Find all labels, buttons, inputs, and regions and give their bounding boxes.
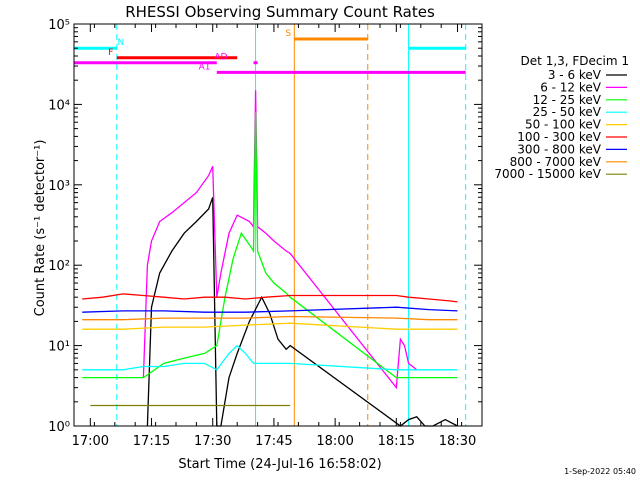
series-line-0 [146, 197, 458, 427]
x-axis-label: Start Time (24-Jul-16 16:58:02) [178, 457, 381, 472]
x-tick-label-2: 17:30 [194, 434, 231, 449]
series-line-7 [82, 315, 458, 321]
flag-label-0: N [118, 38, 125, 48]
flag-label-2: AD [214, 53, 227, 63]
axes: 17:00 17:15 17:30 17:45 18:00 18:15 18:30 10⁰ 10… [48, 18, 483, 449]
y-axis-label: Count Rate (s⁻¹ detector⁻¹) [33, 140, 48, 317]
x-tick-label-4: 18:00 [316, 434, 353, 449]
plot-frame [73, 23, 483, 427]
legend-label-3: 25 - 50 keV [533, 105, 602, 119]
legend-label-8: 7000 - 15000 keV [494, 167, 601, 181]
timestamp: 1-Sep-2022 05:40 [564, 467, 636, 476]
y-tick-label-0: 10⁰ [48, 420, 70, 435]
legend-label-0: 3 - 6 keV [548, 68, 602, 82]
series-line-4 [82, 322, 458, 330]
legend-label-6: 300 - 800 keV [517, 142, 601, 156]
legend-label-2: 12 - 25 keV [533, 93, 602, 107]
series-line-3 [82, 344, 458, 371]
y-tick-label-2: 10² [48, 259, 70, 274]
legend-label-5: 100 - 300 keV [517, 130, 601, 144]
x-tick-label-0: 17:00 [72, 434, 109, 449]
y-tick-label-3: 10³ [48, 179, 70, 194]
y-tick-label-1: 10¹ [48, 340, 70, 355]
x-tick-label-5: 18:15 [378, 434, 415, 449]
x-tick-label-3: 17:45 [255, 434, 292, 449]
chart-title: RHESSI Observing Summary Count Rates [125, 3, 435, 21]
x-tick-label-6: 18:30 [439, 434, 476, 449]
legend-label-7: 800 - 7000 keV [510, 155, 602, 169]
series-line-5 [82, 293, 458, 303]
y-tick-label-5: 10⁵ [48, 18, 70, 33]
flag-label-3: A1 [199, 62, 211, 72]
series-line-2 [82, 112, 458, 379]
flag-label-1: F [108, 48, 113, 58]
flag-label-4: S [285, 29, 291, 39]
legend-label-4: 50 - 100 keV [525, 118, 602, 132]
x-tick-label-1: 17:15 [133, 434, 170, 449]
series-line-6 [82, 306, 458, 313]
legend-label-1: 6 - 12 keV [540, 80, 602, 94]
y-tick-label-4: 10⁴ [48, 98, 70, 113]
legend-title: Det 1,3, FDecim 1 [521, 54, 629, 68]
series-line-1 [142, 90, 418, 390]
